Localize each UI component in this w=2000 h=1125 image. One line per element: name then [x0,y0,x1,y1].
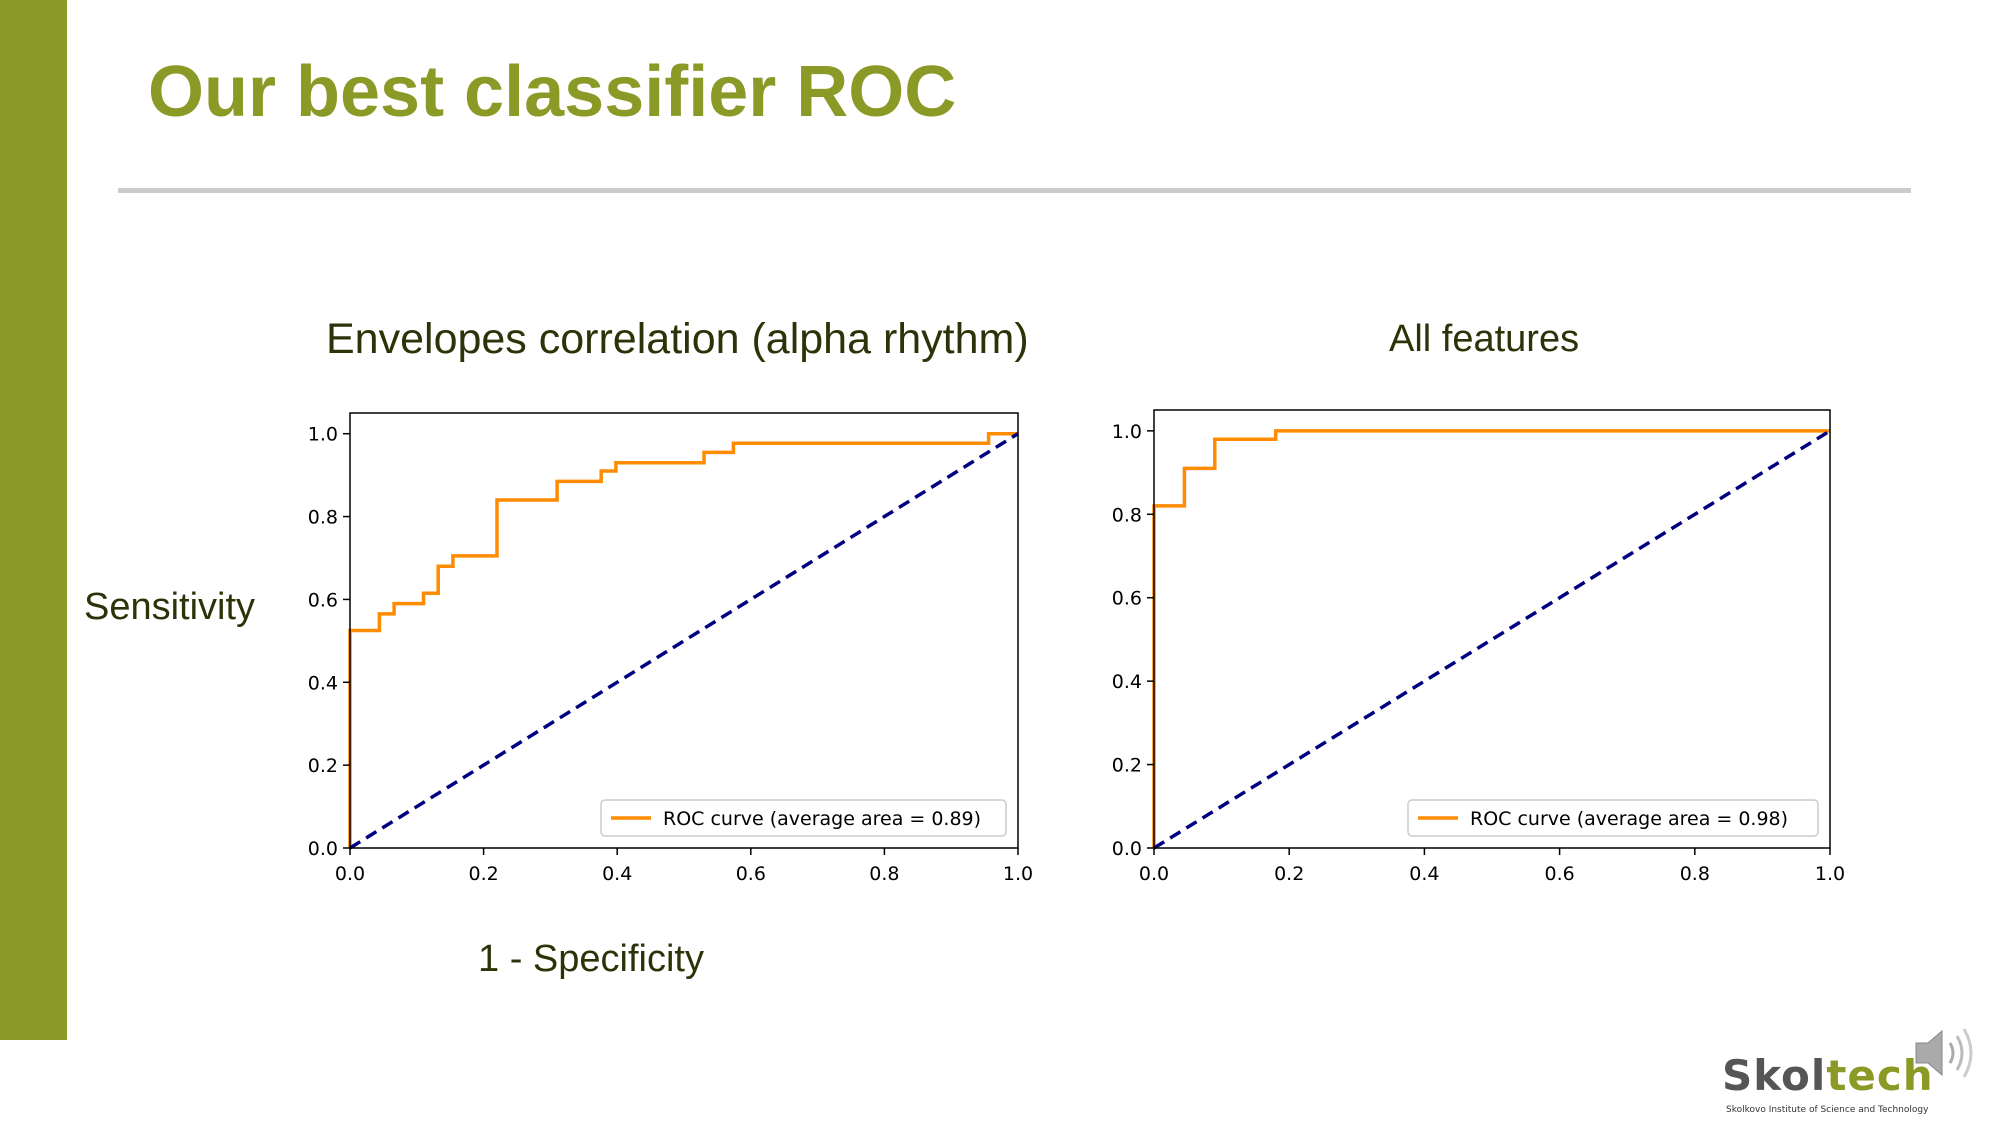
chart-1-title: Envelopes correlation (alpha rhythm) [326,315,1029,363]
legend-box [1407,799,1819,837]
accent-sidebar [0,0,67,1040]
y-tick-label: 0.2 [308,755,338,777]
speaker-icon[interactable] [1912,1023,1980,1083]
y-tick-label: 0.6 [1112,588,1142,610]
series-line-0 [348,431,1018,848]
slide-title: Our best classifier ROC [148,52,957,132]
y-tick-label: 0.2 [1112,755,1142,777]
logo-subtitle: Skolkovo Institute of Science and Techno… [1726,1105,1929,1115]
x-tick-label: 0.4 [602,863,632,885]
y-tick-label: 0.8 [308,507,338,529]
y-tick-label: 0.4 [308,672,338,694]
x-tick-label: 0.0 [1139,863,1169,885]
y-tick-label: 1.0 [308,424,338,446]
series-line-1 [1153,429,1831,850]
logo-wordmark: Skoltech [1722,1051,1934,1100]
title-divider [118,188,1911,193]
x-tick-label: 0.4 [1409,863,1439,885]
y-tick-label: 0.6 [308,589,338,611]
chart-2-title: All features [1389,318,1580,360]
plot-frame [1153,409,1831,849]
y-tick-label: 0.0 [1112,838,1142,860]
legend-box [600,799,1007,837]
plot-frame [349,412,1019,849]
y-tick-label: 1.0 [1112,421,1142,443]
x-tick-label: 0.2 [468,863,498,885]
y-axis-label: Sensitivity [84,586,256,628]
x-tick-label: 0.6 [736,863,766,885]
x-tick-label: 0.2 [1274,863,1304,885]
x-tick-label: 0.8 [1680,863,1710,885]
skoltech-logo: Skoltech Skolkovo Institute of Science a… [1722,1051,1962,1116]
x-tick-label: 1.0 [1815,863,1845,885]
series-line-1 [349,432,1019,850]
legend-label: ROC curve (average area = 0.98) [1470,808,1788,830]
y-tick-label: 0.0 [308,838,338,860]
y-tick-label: 0.4 [1112,671,1142,693]
x-tick-label: 0.8 [869,863,899,885]
y-tick-label: 0.8 [1112,504,1142,526]
legend-label: ROC curve (average area = 0.89) [663,808,981,830]
x-axis-label: 1 - Specificity [478,938,704,980]
x-tick-label: 1.0 [1003,863,1033,885]
x-tick-label: 0.6 [1544,863,1574,885]
series-line-0 [1152,429,1830,848]
x-tick-label: 0.0 [335,863,365,885]
